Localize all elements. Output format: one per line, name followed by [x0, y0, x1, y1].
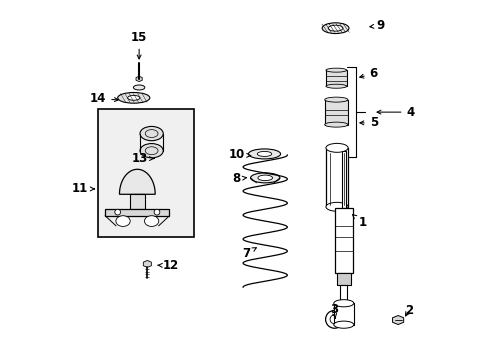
Bar [130, 194, 144, 208]
Ellipse shape [248, 149, 280, 159]
Polygon shape [143, 261, 151, 267]
Ellipse shape [333, 300, 353, 307]
Ellipse shape [333, 321, 353, 328]
Ellipse shape [329, 315, 338, 324]
Bar [325, 70, 346, 86]
Ellipse shape [324, 97, 347, 102]
Text: 2: 2 [404, 304, 412, 317]
Text: 9: 9 [369, 19, 384, 32]
Ellipse shape [322, 23, 348, 33]
Text: 13: 13 [132, 152, 154, 165]
Ellipse shape [140, 126, 163, 141]
Text: 3: 3 [329, 303, 337, 319]
Text: 7: 7 [242, 247, 256, 260]
Ellipse shape [145, 147, 158, 155]
Ellipse shape [127, 95, 140, 100]
Bar [105, 208, 169, 216]
Ellipse shape [140, 144, 163, 158]
Polygon shape [119, 169, 155, 194]
Bar [341, 152, 345, 208]
Bar [98, 109, 194, 237]
Bar [324, 100, 347, 125]
Text: 10: 10 [228, 148, 250, 162]
Ellipse shape [154, 209, 160, 215]
Ellipse shape [257, 152, 271, 157]
Text: 6: 6 [359, 67, 377, 80]
Bar [325, 148, 347, 207]
Text: 14: 14 [90, 93, 118, 105]
Text: 4: 4 [376, 105, 414, 119]
Ellipse shape [133, 85, 144, 90]
Text: 5: 5 [359, 116, 377, 129]
Ellipse shape [250, 173, 279, 183]
Text: 15: 15 [131, 31, 147, 59]
Text: 11: 11 [72, 183, 94, 195]
Ellipse shape [324, 122, 347, 127]
Ellipse shape [327, 25, 342, 31]
Ellipse shape [118, 93, 149, 103]
Ellipse shape [325, 84, 346, 88]
Ellipse shape [145, 130, 158, 138]
Ellipse shape [325, 310, 343, 328]
Bar [334, 208, 352, 273]
Ellipse shape [144, 216, 159, 226]
Polygon shape [392, 315, 403, 324]
Bar [340, 285, 346, 303]
Bar [333, 303, 353, 325]
Ellipse shape [257, 175, 272, 181]
Ellipse shape [325, 68, 346, 72]
Ellipse shape [116, 216, 130, 226]
Ellipse shape [325, 202, 347, 211]
Text: 1: 1 [352, 215, 366, 229]
Polygon shape [136, 76, 142, 82]
Bar [336, 273, 350, 285]
Ellipse shape [325, 143, 347, 152]
Text: 8: 8 [232, 172, 246, 185]
Ellipse shape [115, 209, 121, 215]
Text: 12: 12 [157, 259, 179, 272]
